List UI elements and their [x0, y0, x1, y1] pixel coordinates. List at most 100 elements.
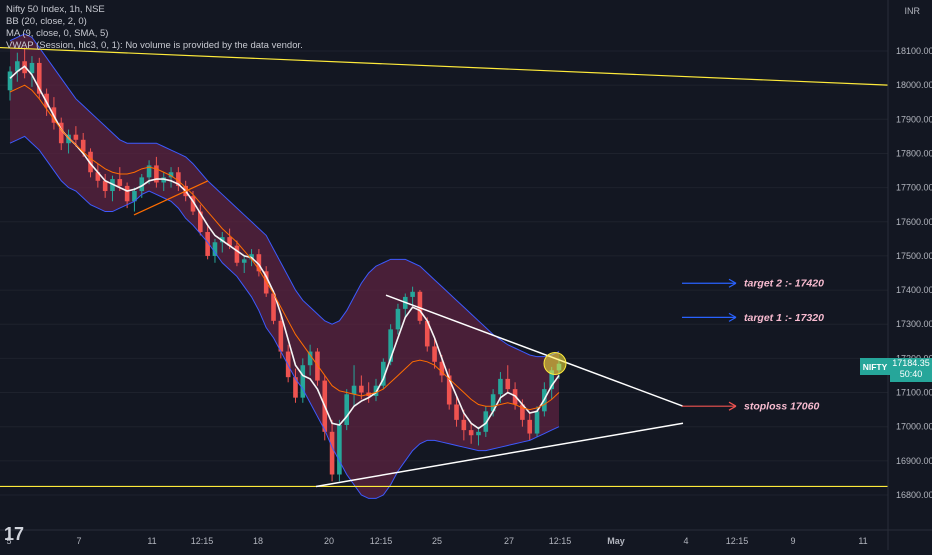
candle-body	[395, 308, 401, 330]
candle-body	[300, 365, 306, 398]
candle-body	[337, 424, 342, 475]
x-tick-label: May	[607, 536, 625, 546]
tradingview-logo[interactable]: 17	[4, 524, 25, 544]
y-tick-label: 16900.00	[896, 456, 932, 466]
y-tick-label: 17800.00	[896, 148, 932, 158]
candle-body	[205, 232, 210, 256]
x-tick-label: 11	[147, 536, 156, 546]
annotation-label: stoploss 17060	[744, 401, 819, 413]
candle-body	[198, 211, 203, 233]
x-tick-label: 18	[253, 536, 263, 546]
y-tick-label: 18100.00	[896, 46, 932, 56]
candle-body	[483, 411, 489, 432]
candle-body	[454, 404, 459, 420]
y-tick-label: 17400.00	[896, 285, 932, 295]
trendline-triangle-upper	[385, 294, 684, 407]
candle-body	[520, 404, 525, 420]
bollinger-band-fill	[10, 33, 559, 499]
x-tick-label: 20	[324, 536, 334, 546]
candle-body	[139, 177, 145, 192]
candle-body	[124, 185, 130, 202]
annotation-1: target 1 :- 17320	[682, 312, 824, 324]
candle-body	[58, 122, 64, 144]
candle-body	[446, 375, 452, 405]
annotation-label: target 2 :- 17420	[744, 278, 824, 290]
y-tick-label: 17100.00	[896, 388, 932, 398]
candle-body	[373, 385, 379, 396]
candle-body	[29, 62, 35, 74]
candle-body	[505, 378, 511, 390]
moving-average-line	[9, 65, 560, 430]
bollinger-upper-line	[9, 33, 560, 358]
candle-body	[424, 320, 430, 347]
x-tick-label: 12:15	[191, 536, 214, 546]
currency-label: INR	[904, 6, 921, 16]
candle-body	[117, 179, 123, 186]
trendline-long-resistance	[0, 46, 889, 86]
x-tick-label: 4	[683, 536, 688, 546]
annotation-arrow-head	[728, 312, 737, 322]
candle-body	[132, 191, 137, 202]
annotation-label: target 1 :- 17320	[744, 312, 824, 324]
bar-countdown: 50:40	[899, 369, 923, 379]
candle-body	[388, 329, 393, 362]
candle-body	[468, 430, 474, 436]
x-tick-label: 27	[504, 536, 514, 546]
candle-body	[527, 419, 533, 434]
candle-body	[534, 411, 540, 434]
x-tick-label: 12:15	[370, 536, 393, 546]
y-tick-label: 17300.00	[896, 319, 932, 329]
y-tick-label: 17900.00	[896, 114, 932, 124]
candle-body	[249, 254, 254, 260]
candle-body	[329, 431, 335, 475]
y-tick-label: 17700.00	[896, 183, 932, 193]
candle-body	[95, 172, 101, 181]
bollinger-lower-line	[9, 135, 560, 499]
breakout-highlight-circle	[543, 352, 567, 376]
candle-body	[476, 431, 481, 436]
legend-bb[interactable]: BB (20, close, 2, 0)	[6, 16, 87, 27]
legend-ma[interactable]: MA (9, close, 0, SMA, 5)	[6, 28, 109, 39]
candle-body	[102, 180, 108, 192]
annotation-2: stoploss 17060	[682, 401, 819, 413]
candle-body	[154, 165, 159, 183]
candle-body	[212, 242, 218, 256]
candle-body	[146, 165, 152, 178]
trendline-triangle-lower	[315, 422, 684, 488]
x-tick-label: 25	[432, 536, 442, 546]
candle-body	[15, 61, 20, 72]
annotation-arrow-head	[728, 278, 737, 288]
candle-body	[234, 245, 240, 263]
candle-body	[410, 291, 415, 297]
candle-body	[461, 419, 467, 431]
annotation-arrow-head	[728, 401, 737, 411]
x-tick-label: 12:15	[726, 536, 749, 546]
candle-body	[549, 370, 554, 390]
trendline-mini-channel	[133, 180, 209, 216]
candle-body	[256, 254, 262, 272]
candle-body	[161, 177, 167, 183]
indicator-legend: Nifty 50 Index, 1h, NSE BB (20, close, 2…	[6, 4, 303, 52]
legend-symbol[interactable]: Nifty 50 Index, 1h, NSE	[6, 4, 105, 15]
candle-body	[190, 196, 196, 212]
legend-vwap[interactable]: VWAP (Session, hlc3, 0, 1): No volume is…	[6, 40, 303, 51]
candle-body	[351, 385, 357, 395]
last-price-badge: 17184.35 50:40	[890, 358, 932, 382]
candle-body	[293, 377, 298, 398]
candle-body	[241, 259, 247, 263]
candle-body	[307, 351, 313, 366]
x-tick-label: 11	[858, 536, 867, 546]
y-tick-label: 16800.00	[896, 490, 932, 500]
x-tick-label: 7	[76, 536, 81, 546]
y-tick-label: 17600.00	[896, 217, 932, 227]
candle-body	[498, 378, 503, 395]
candle-body	[44, 93, 49, 108]
candle-body	[88, 151, 93, 173]
candle-body	[417, 291, 423, 321]
x-tick-label: 5	[6, 536, 11, 546]
candle-body	[176, 172, 181, 186]
last-price-value: 17184.35	[892, 358, 930, 368]
candle-body	[271, 293, 276, 321]
